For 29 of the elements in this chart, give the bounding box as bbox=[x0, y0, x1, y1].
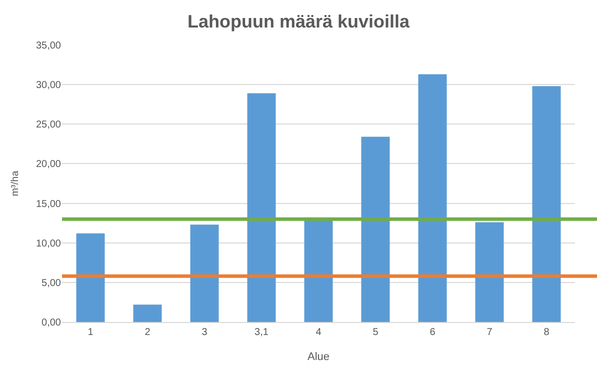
y-tick-label: 35,00 bbox=[36, 40, 62, 52]
x-tick-label: 2 bbox=[144, 327, 151, 338]
y-tick-label: 0,00 bbox=[42, 318, 62, 328]
x-tick-label: 4 bbox=[316, 327, 322, 338]
bar bbox=[361, 136, 390, 322]
x-tick-label: 3,1 bbox=[254, 327, 269, 338]
x-tick-label: 7 bbox=[486, 327, 493, 338]
x-tick-label: 6 bbox=[430, 327, 436, 338]
y-tick-label: 15,00 bbox=[36, 198, 62, 210]
y-tick-label: 30,00 bbox=[36, 80, 62, 92]
x-tick-label: 8 bbox=[544, 327, 550, 338]
bar bbox=[76, 233, 105, 322]
y-axis-title: m³/ha bbox=[10, 170, 21, 196]
bar bbox=[418, 74, 447, 322]
bar bbox=[247, 93, 276, 322]
bar bbox=[133, 304, 162, 322]
bar bbox=[304, 219, 333, 322]
x-tick-label: 3 bbox=[202, 327, 208, 338]
chart-title: Lahopuun määrä kuvioilla bbox=[187, 11, 411, 32]
y-tick-label: 10,00 bbox=[36, 238, 62, 250]
y-tick-label: 5,00 bbox=[42, 278, 62, 289]
x-tick-label: 1 bbox=[88, 327, 94, 338]
bar bbox=[190, 224, 219, 322]
y-tick-label: 20,00 bbox=[36, 159, 62, 170]
bar bbox=[532, 86, 561, 322]
x-axis-title: Alue bbox=[307, 351, 330, 364]
bar bbox=[475, 222, 504, 322]
x-tick-label: 5 bbox=[372, 327, 379, 338]
y-tick-label: 25,00 bbox=[36, 120, 62, 131]
